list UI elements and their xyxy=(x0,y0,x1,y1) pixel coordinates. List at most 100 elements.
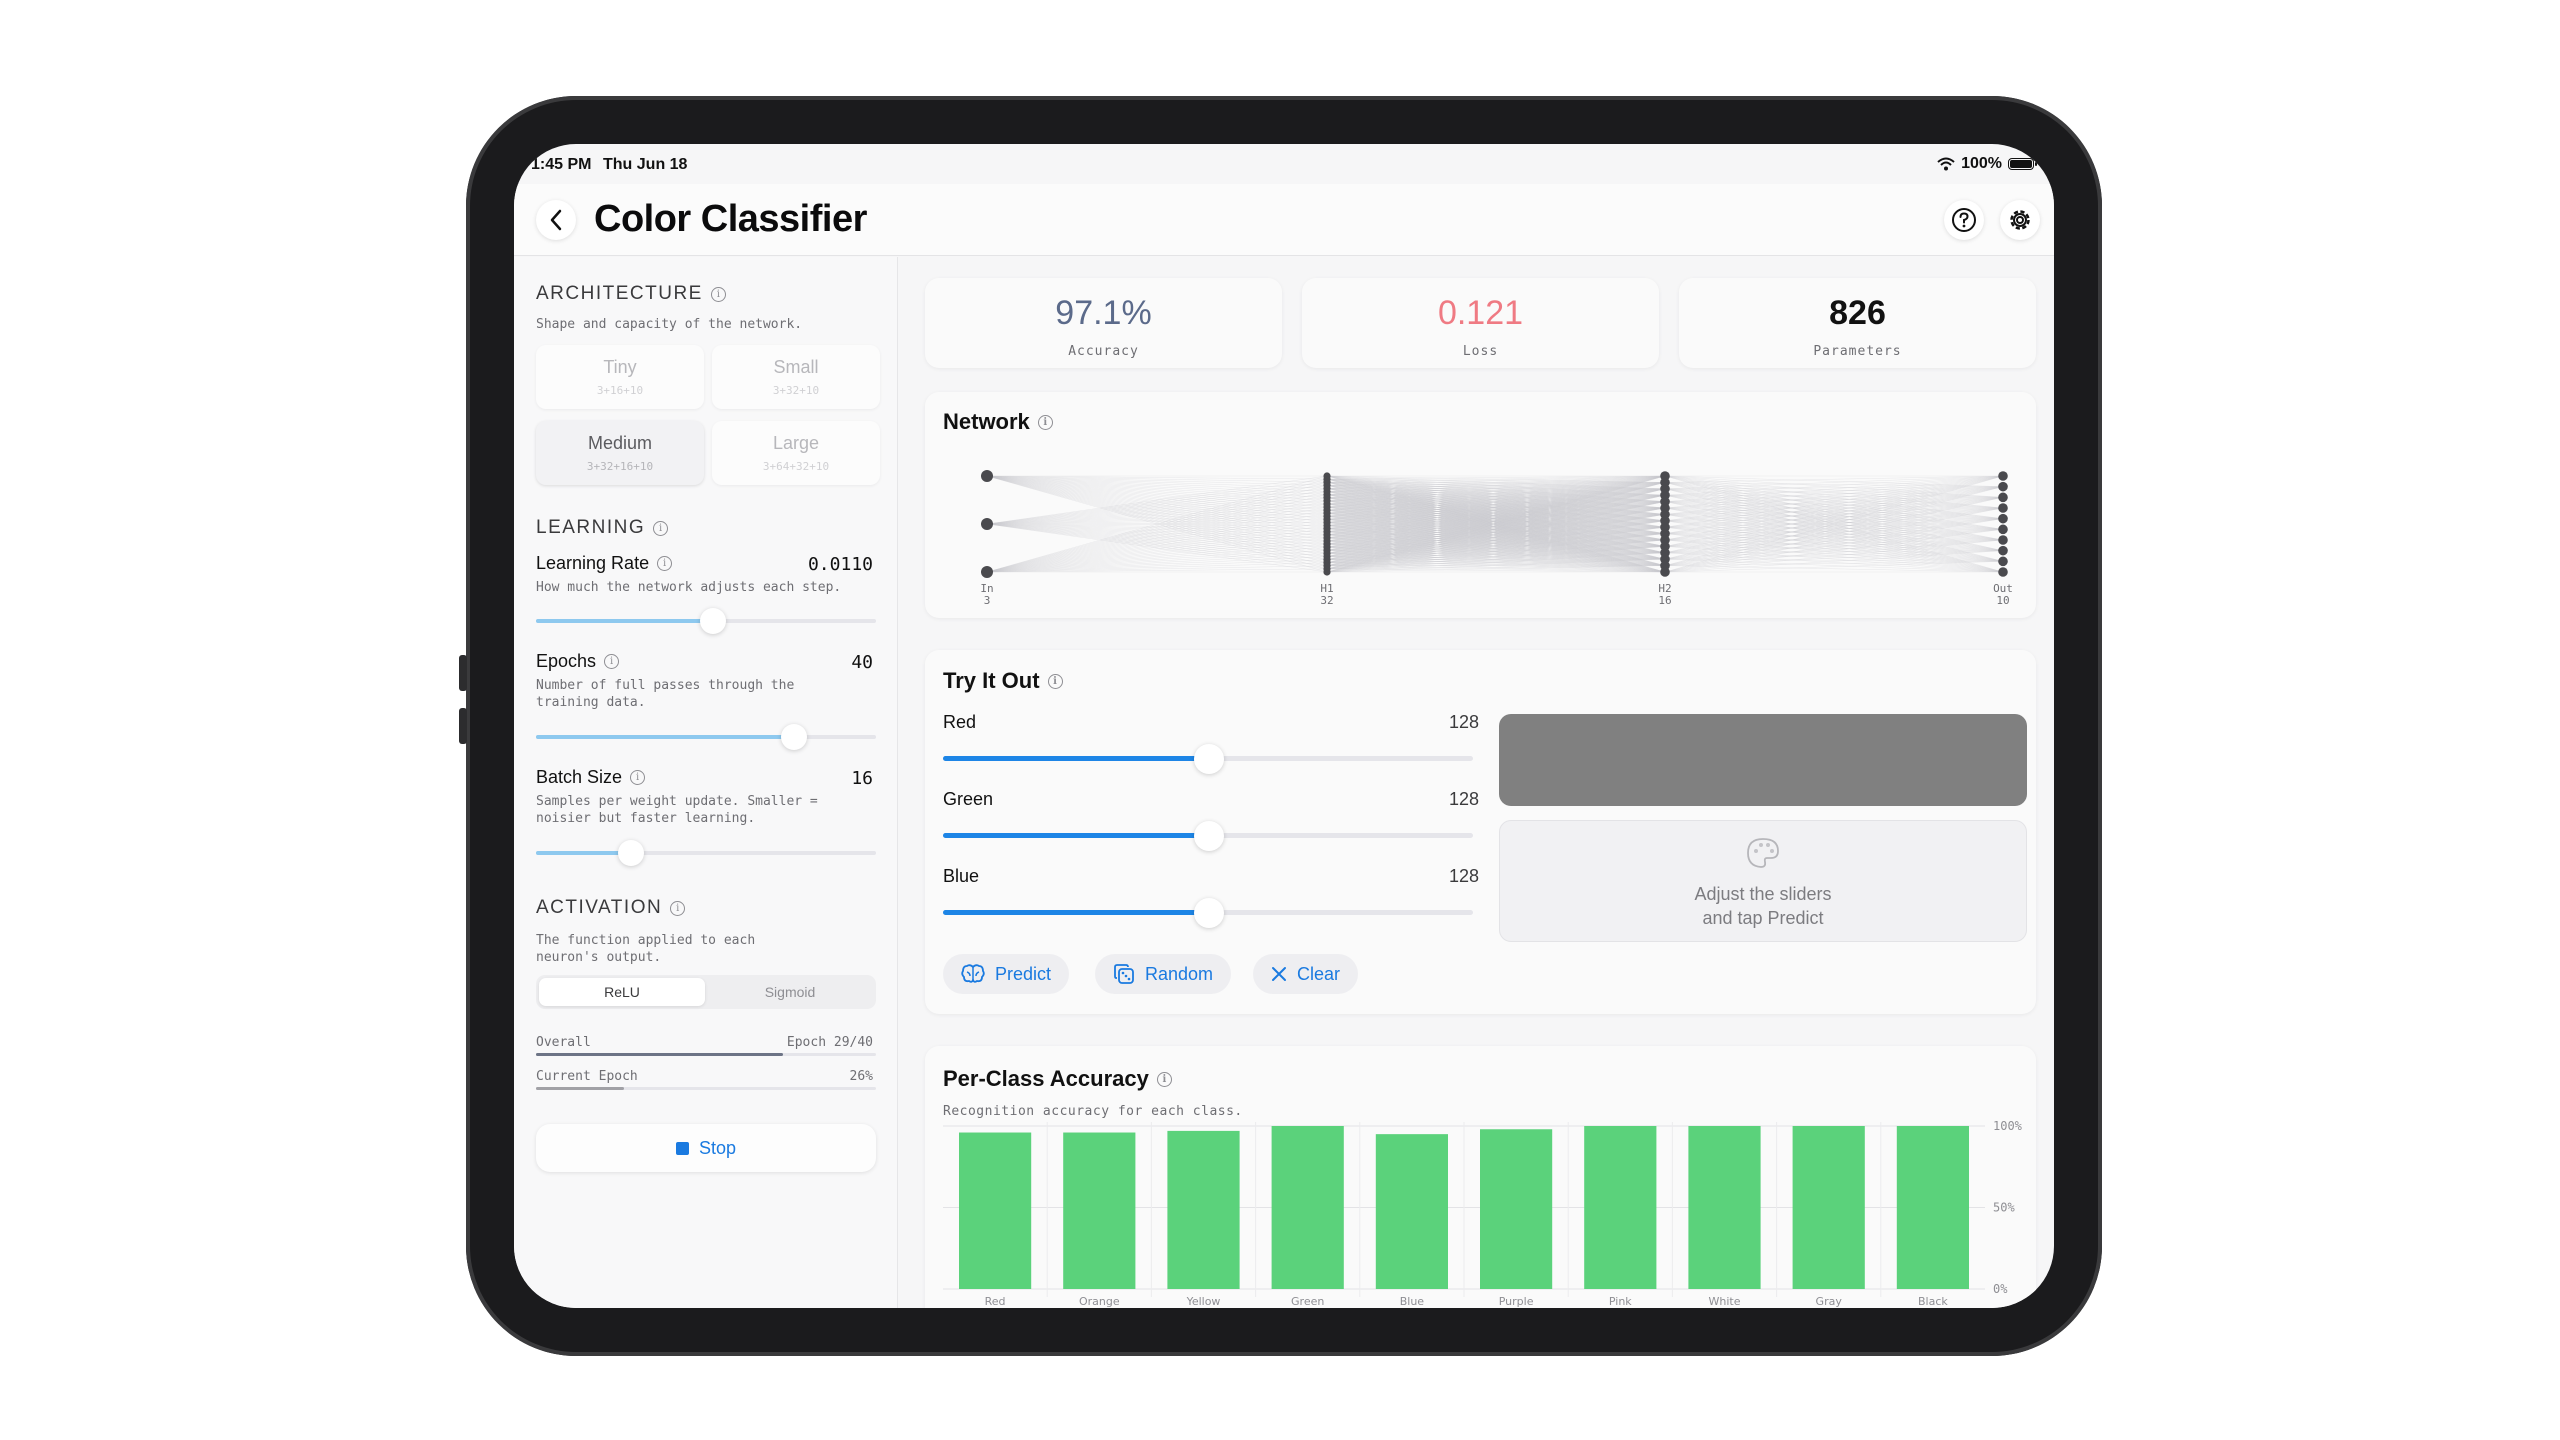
settings-button[interactable] xyxy=(2000,200,2040,240)
accuracy-bar xyxy=(1896,1126,1969,1289)
epoch-progress-bar xyxy=(536,1087,876,1090)
epoch-progress-value: 26% xyxy=(849,1069,873,1084)
navigation-bar: Color Classifier xyxy=(514,184,2054,256)
slider-thumb[interactable] xyxy=(1194,898,1225,928)
learning-rate-slider[interactable] xyxy=(536,608,876,634)
learning-rate-value: 0.0110 xyxy=(807,554,873,575)
activation-title-text: ACTIVATION xyxy=(536,897,663,918)
stop-icon xyxy=(675,1141,689,1155)
screen: 1:45 PM Thu Jun 18 100% Color Classifier… xyxy=(514,144,2054,1308)
info-icon[interactable]: i xyxy=(657,556,673,571)
clear-button-label: Clear xyxy=(1297,963,1341,984)
layer-size: 10 xyxy=(1996,594,2009,607)
network-neuron xyxy=(1998,492,2008,503)
architecture-section-title: ARCHITECTURE i xyxy=(536,283,726,305)
accuracy-bar xyxy=(1688,1126,1761,1289)
overall-progress-bar xyxy=(536,1053,876,1056)
prediction-placeholder-text: Adjust the sliders and tap Predict xyxy=(1500,882,2026,930)
help-button[interactable] xyxy=(1944,200,1984,240)
info-icon[interactable]: i xyxy=(604,654,620,669)
arch-option-small[interactable]: Small 3+32+10 xyxy=(712,345,880,409)
info-icon[interactable]: i xyxy=(670,900,686,916)
random-button-label: Random xyxy=(1145,963,1214,984)
epochs-value: 40 xyxy=(851,652,873,673)
palette-icon xyxy=(1747,838,1779,868)
volume-button-up xyxy=(459,655,467,691)
arch-option-name: Medium xyxy=(587,433,653,453)
per-class-title-text: Per-Class Accuracy xyxy=(943,1066,1149,1091)
green-slider-value: 128 xyxy=(1448,789,1479,809)
status-date: Thu Jun 18 xyxy=(603,156,688,173)
stop-button[interactable]: Stop xyxy=(536,1124,876,1172)
arch-option-tiny[interactable]: Tiny 3+16+10 xyxy=(536,345,704,409)
epoch-progress-fill xyxy=(536,1087,625,1090)
network-neuron xyxy=(1998,481,2008,492)
battery-icon xyxy=(2008,158,2037,170)
category-label: Blue xyxy=(1400,1295,1425,1308)
info-icon[interactable]: i xyxy=(1037,414,1053,430)
architecture-title-text: ARCHITECTURE xyxy=(536,283,703,304)
green-slider[interactable] xyxy=(943,821,1473,851)
network-neuron xyxy=(1998,535,2008,545)
back-button[interactable] xyxy=(536,200,576,240)
layer-size: 3 xyxy=(984,594,991,607)
overall-progress-fill xyxy=(536,1053,783,1056)
activation-option-sigmoid[interactable]: Sigmoid xyxy=(764,984,816,1000)
slider-thumb[interactable] xyxy=(1194,821,1225,851)
placeholder-line-2: and tap Predict xyxy=(1702,908,1824,928)
blue-slider-value: 128 xyxy=(1448,866,1479,886)
clear-button[interactable]: Clear xyxy=(1253,954,1359,994)
blue-slider[interactable] xyxy=(943,898,1473,928)
battery-percent: 100% xyxy=(1961,155,2002,172)
status-right: 100% xyxy=(1937,155,2037,173)
network-neuron xyxy=(981,566,993,578)
brain-icon xyxy=(961,964,985,983)
param-name-text: Batch Size xyxy=(536,767,623,787)
random-button[interactable]: Random xyxy=(1095,954,1232,994)
status-time: 1:45 PM xyxy=(531,156,592,173)
overall-progress-value: Epoch 29/40 xyxy=(786,1035,873,1050)
slider-thumb[interactable] xyxy=(781,724,808,750)
network-neuron xyxy=(1998,503,2008,513)
info-icon[interactable]: i xyxy=(653,520,669,536)
network-neuron xyxy=(1660,567,1670,577)
question-circle-icon xyxy=(1952,208,1976,232)
arch-option-large[interactable]: Large 3+64+32+10 xyxy=(712,421,880,485)
category-label: Gray xyxy=(1816,1295,1843,1308)
network-neuron xyxy=(1998,513,2008,524)
sidebar: ARCHITECTURE i Shape and capacity of the… xyxy=(514,257,898,1308)
accuracy-bar xyxy=(1480,1129,1553,1289)
activation-option-relu[interactable]: ReLU xyxy=(539,978,705,1006)
network-title-text: Network xyxy=(943,409,1030,434)
accuracy-bar xyxy=(1584,1126,1657,1289)
batch-size-slider[interactable] xyxy=(536,840,876,866)
arch-option-sub: 3+16+10 xyxy=(596,384,644,397)
category-label: Black xyxy=(1918,1295,1948,1308)
batch-size-description: Samples per weight update. Smaller = noi… xyxy=(536,794,818,826)
layer-name: Out xyxy=(1993,582,2013,595)
arch-option-medium[interactable]: Medium 3+32+16+10 xyxy=(536,421,704,485)
info-icon[interactable]: i xyxy=(710,286,726,302)
metric-value: 97.1% xyxy=(1055,294,1152,332)
predict-button[interactable]: Predict xyxy=(943,954,1070,994)
info-icon[interactable]: i xyxy=(630,770,646,785)
epochs-slider[interactable] xyxy=(536,724,876,750)
red-slider[interactable] xyxy=(943,744,1473,774)
red-slider-value: 128 xyxy=(1448,712,1479,732)
per-class-accuracy-card: Per-Class Accuracy i Recognition accurac… xyxy=(925,1046,2036,1308)
y-tick-label: 50% xyxy=(1993,1201,2015,1215)
category-label: Red xyxy=(985,1295,1006,1308)
arch-option-name: Tiny xyxy=(603,357,637,377)
slider-thumb[interactable] xyxy=(618,840,645,866)
accuracy-bar xyxy=(959,1132,1032,1289)
info-icon[interactable]: i xyxy=(1156,1071,1172,1087)
slider-thumb[interactable] xyxy=(699,608,726,634)
slider-fill xyxy=(536,851,632,855)
metric-label: Parameters xyxy=(1813,344,1902,359)
slider-thumb[interactable] xyxy=(1194,744,1225,774)
prediction-placeholder: Adjust the sliders and tap Predict xyxy=(1499,820,2027,942)
learning-rate-label: Learning Rate i xyxy=(536,553,673,574)
info-icon[interactable]: i xyxy=(1047,673,1063,689)
try-it-out-title-text: Try It Out xyxy=(943,668,1040,693)
metric-card-accuracy: 97.1% Accuracy xyxy=(925,278,1282,368)
